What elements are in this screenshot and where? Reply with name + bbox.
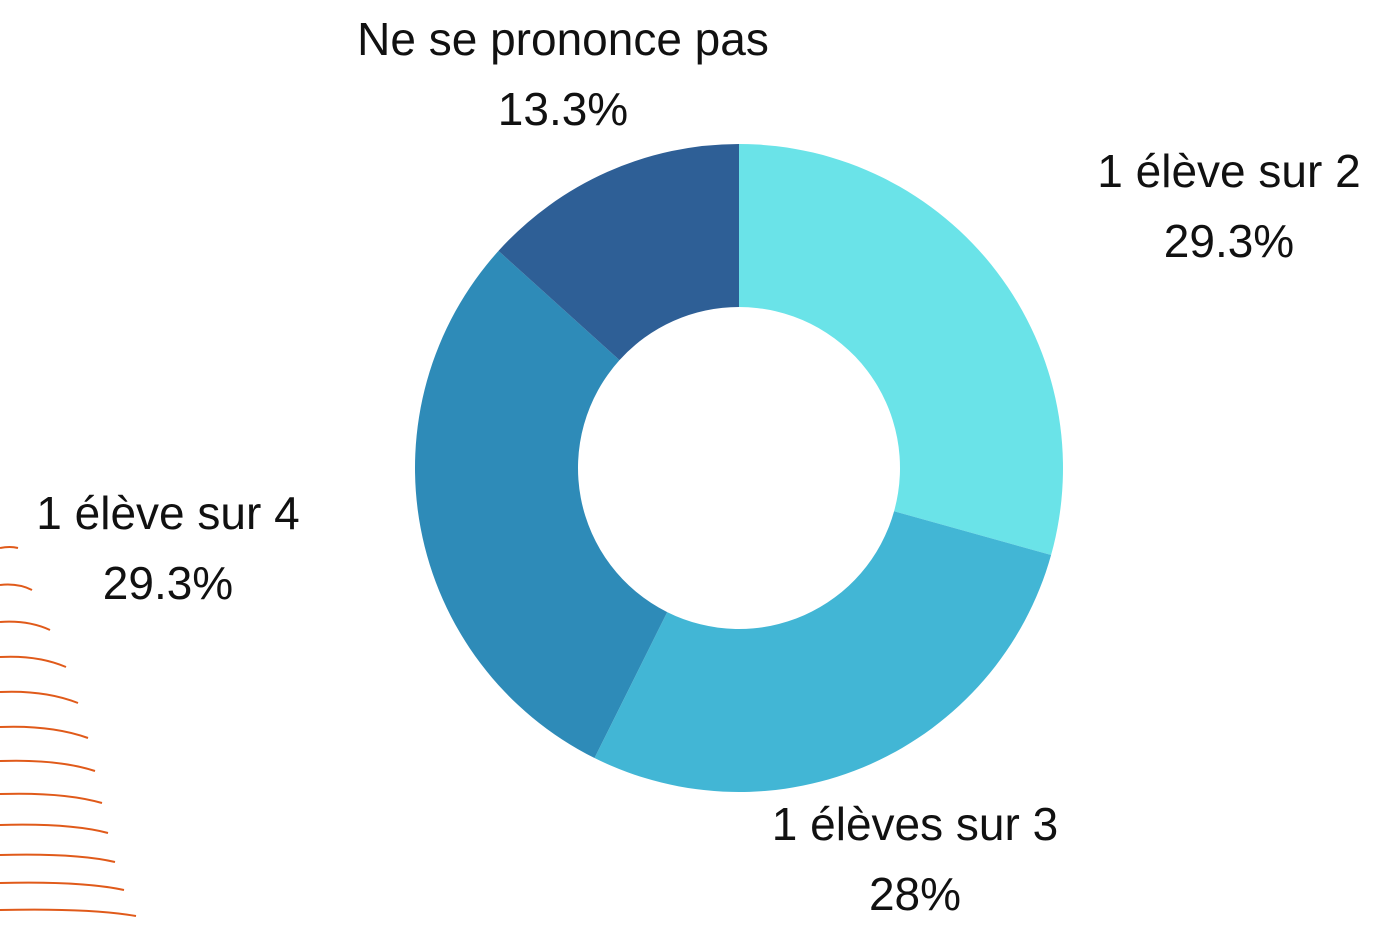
slice-label: 1 élève sur 2 xyxy=(1097,145,1360,197)
deco-arc xyxy=(0,881,125,891)
slice-value-label: 13.3% xyxy=(498,83,628,135)
deco-arc xyxy=(0,690,79,704)
slice-value-label: 28% xyxy=(869,868,961,920)
deco-arc xyxy=(0,725,89,739)
deco-arc xyxy=(0,908,137,917)
pie-slice xyxy=(498,144,739,361)
deco-arc xyxy=(0,655,67,668)
slice-value-label: 29.3% xyxy=(1164,215,1294,267)
deco-arc xyxy=(0,853,116,863)
pie-slice xyxy=(594,511,1052,792)
deco-arc xyxy=(0,583,33,591)
deco-arc xyxy=(0,546,19,549)
deco-arc xyxy=(0,620,51,631)
pie-slice xyxy=(415,250,668,758)
slice-label: Ne se prononce pas xyxy=(357,13,769,65)
decoration xyxy=(0,546,137,917)
slice-label: 1 élève sur 4 xyxy=(36,487,299,539)
slice-value-label: 29.3% xyxy=(103,557,233,609)
slice-label: 1 élèves sur 3 xyxy=(772,798,1058,850)
deco-arc xyxy=(0,823,109,834)
deco-arc xyxy=(0,759,96,772)
deco-arc xyxy=(0,792,103,804)
pie-slice xyxy=(739,144,1063,556)
